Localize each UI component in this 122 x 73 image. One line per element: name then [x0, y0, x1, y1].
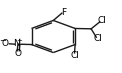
Text: −: − [0, 36, 6, 45]
Text: Cl: Cl [94, 34, 103, 43]
Text: O: O [15, 49, 22, 58]
Text: +: + [16, 38, 22, 44]
Text: O: O [2, 39, 9, 48]
Text: N: N [13, 39, 20, 48]
Text: Cl: Cl [98, 16, 107, 25]
Text: F: F [61, 8, 66, 17]
Text: Cl: Cl [70, 51, 79, 60]
